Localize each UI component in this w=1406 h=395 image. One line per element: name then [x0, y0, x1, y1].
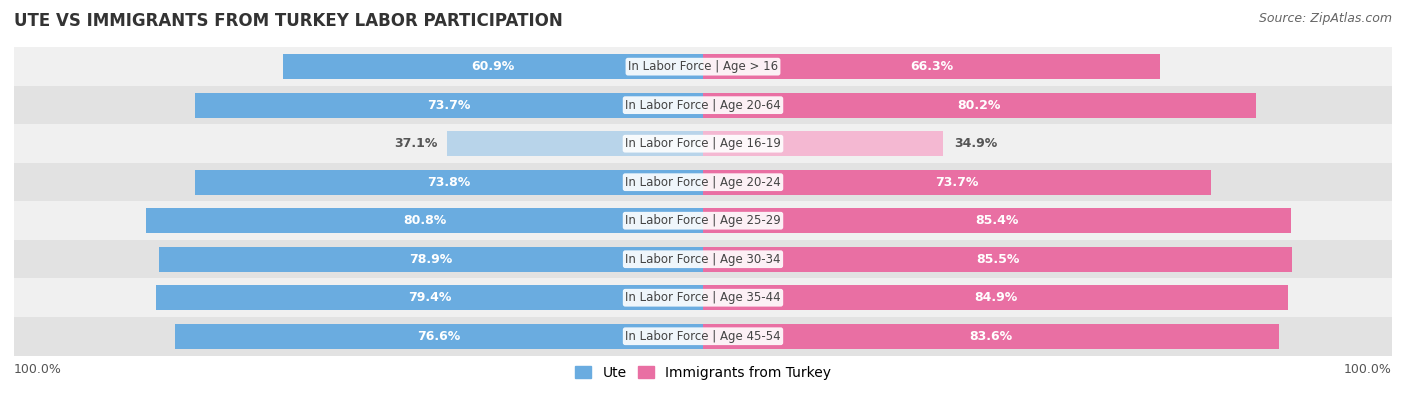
Bar [14, 163, 1392, 201]
Bar [447, 131, 703, 156]
Text: 83.6%: 83.6% [969, 330, 1012, 343]
Text: UTE VS IMMIGRANTS FROM TURKEY LABOR PARTICIPATION: UTE VS IMMIGRANTS FROM TURKEY LABOR PART… [14, 12, 562, 30]
Bar [703, 324, 1279, 349]
Bar [194, 170, 703, 195]
Bar [156, 285, 703, 310]
Bar [14, 86, 1392, 124]
Text: In Labor Force | Age 20-24: In Labor Force | Age 20-24 [626, 176, 780, 189]
Text: 34.9%: 34.9% [953, 137, 997, 150]
Text: In Labor Force | Age 20-64: In Labor Force | Age 20-64 [626, 99, 780, 112]
Text: 73.8%: 73.8% [427, 176, 471, 189]
Text: 76.6%: 76.6% [418, 330, 461, 343]
Bar [703, 93, 1256, 118]
Bar [14, 240, 1392, 278]
Bar [284, 54, 703, 79]
Text: In Labor Force | Age 30-34: In Labor Force | Age 30-34 [626, 253, 780, 266]
Text: Source: ZipAtlas.com: Source: ZipAtlas.com [1258, 12, 1392, 25]
Text: 100.0%: 100.0% [14, 363, 62, 376]
Text: 73.7%: 73.7% [935, 176, 979, 189]
Bar [14, 278, 1392, 317]
Legend: Ute, Immigrants from Turkey: Ute, Immigrants from Turkey [569, 360, 837, 386]
Text: 85.4%: 85.4% [976, 214, 1019, 227]
Text: 79.4%: 79.4% [408, 291, 451, 304]
Text: In Labor Force | Age 25-29: In Labor Force | Age 25-29 [626, 214, 780, 227]
Text: 84.9%: 84.9% [974, 291, 1017, 304]
Bar [14, 47, 1392, 86]
Text: In Labor Force | Age 35-44: In Labor Force | Age 35-44 [626, 291, 780, 304]
Text: 85.5%: 85.5% [976, 253, 1019, 266]
Bar [195, 93, 703, 118]
Bar [176, 324, 703, 349]
Bar [703, 131, 943, 156]
Bar [14, 317, 1392, 356]
Text: 37.1%: 37.1% [394, 137, 437, 150]
Text: In Labor Force | Age 45-54: In Labor Force | Age 45-54 [626, 330, 780, 343]
Bar [703, 170, 1211, 195]
Text: 66.3%: 66.3% [910, 60, 953, 73]
Bar [14, 201, 1392, 240]
Text: 78.9%: 78.9% [409, 253, 453, 266]
Text: 73.7%: 73.7% [427, 99, 471, 112]
Text: In Labor Force | Age 16-19: In Labor Force | Age 16-19 [626, 137, 780, 150]
Bar [703, 208, 1291, 233]
Bar [159, 247, 703, 272]
Text: 100.0%: 100.0% [1344, 363, 1392, 376]
Text: In Labor Force | Age > 16: In Labor Force | Age > 16 [628, 60, 778, 73]
Bar [146, 208, 703, 233]
Text: 80.8%: 80.8% [404, 214, 446, 227]
Text: 80.2%: 80.2% [957, 99, 1001, 112]
Bar [14, 124, 1392, 163]
Text: 60.9%: 60.9% [471, 60, 515, 73]
Bar [703, 247, 1292, 272]
Bar [703, 285, 1288, 310]
Bar [703, 54, 1160, 79]
